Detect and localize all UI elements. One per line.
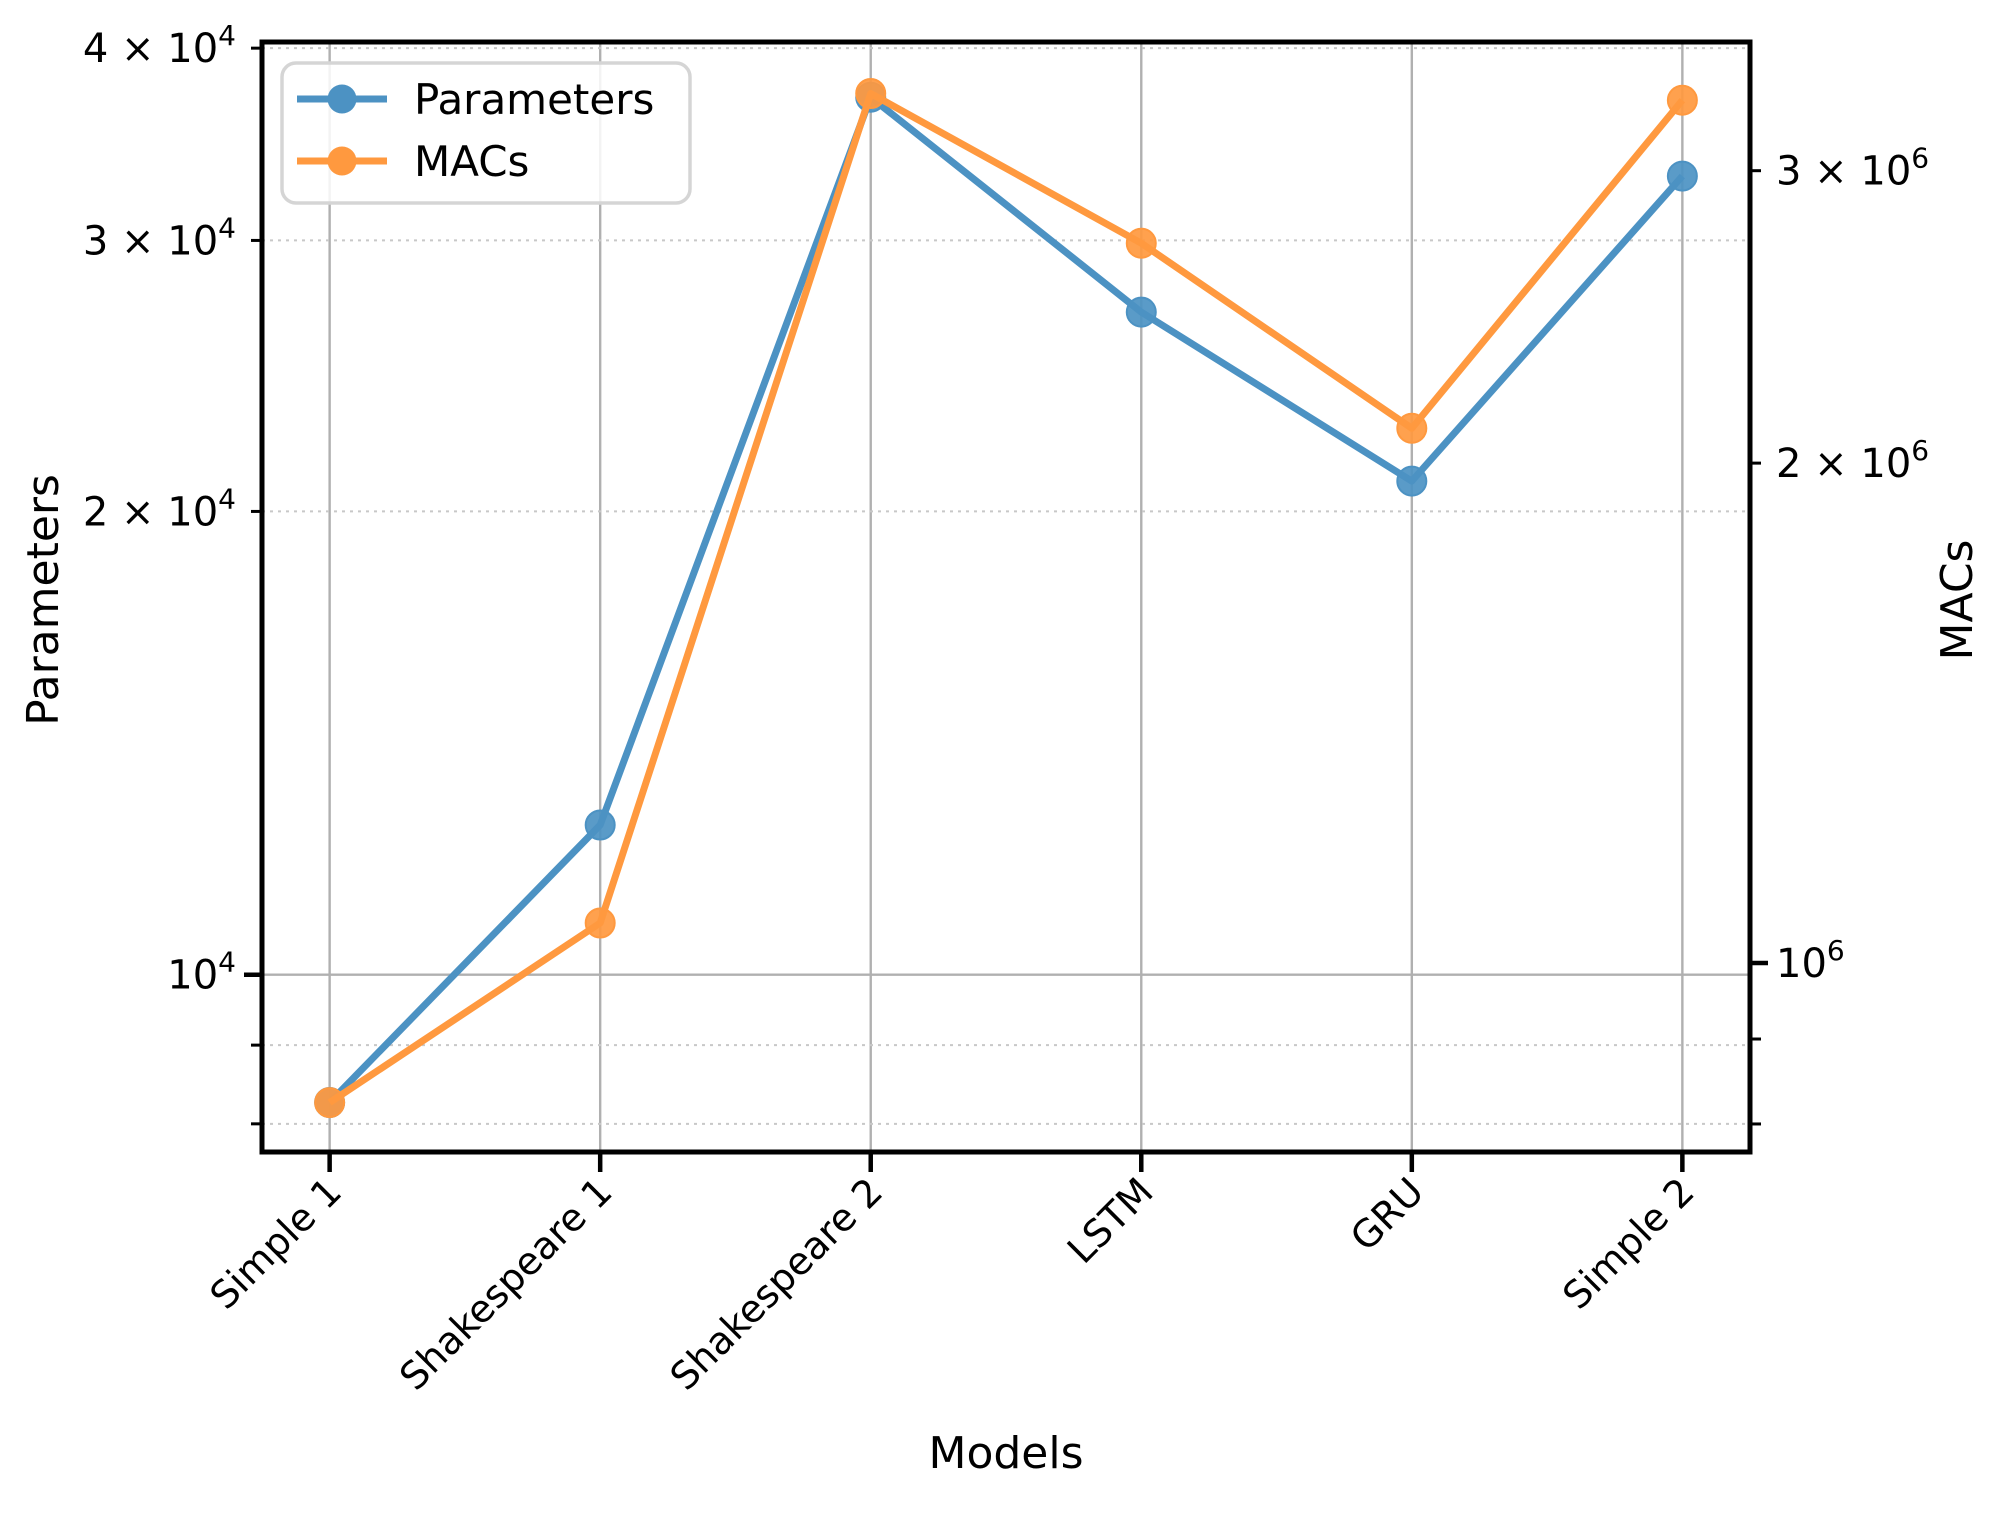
data-point-macs-3 <box>1125 227 1157 259</box>
data-point-parameters-5 <box>1666 160 1698 192</box>
series-line-parameters <box>327 93 1685 1105</box>
y-tick-label-left-40000: 4 × 104 <box>83 19 236 72</box>
x-tick-label-shakespeare-1: Shakespeare 1 <box>391 1169 620 1398</box>
x-tick-label-lstm: LSTM <box>1059 1169 1162 1272</box>
legend-marker-macs-icon <box>327 146 357 176</box>
y-tick-label-right-3000000: 3 × 106 <box>1776 142 1929 195</box>
x-tick-label-gru: GRU <box>1342 1169 1432 1259</box>
y-tick-label-left-20000: 2 × 104 <box>83 482 236 535</box>
series-layer <box>314 78 1698 1119</box>
x-tick-label-shakespeare-2: Shakespeare 2 <box>662 1169 891 1398</box>
y-axis-label-left: Parameters <box>18 474 69 726</box>
data-point-macs-2 <box>855 78 887 109</box>
data-point-parameters-4 <box>1396 465 1428 497</box>
legend: Parameters MACs <box>280 61 692 205</box>
grid-layer <box>262 42 1750 1152</box>
data-point-macs-1 <box>584 907 616 939</box>
legend-marker-parameters-icon <box>327 84 357 114</box>
x-tick-label-simple-2: Simple 2 <box>1554 1169 1703 1318</box>
data-point-macs-0 <box>314 1087 346 1119</box>
y-tick-label-right-2000000: 2 × 106 <box>1776 434 1929 487</box>
legend-label-macs: MACs <box>414 137 529 186</box>
x-axis-label: Models <box>928 1428 1083 1479</box>
axes-layer: 104 2 × 104 3 × 104 4 × 104 106 2 × 106 3 × 10… <box>83 19 1929 1399</box>
y-tick-label-left-10000: 104 <box>167 946 236 999</box>
y-axis-label-right: MACs <box>1932 540 1983 661</box>
data-point-parameters-1 <box>584 809 616 841</box>
axis-titles: Parameters MACs Models <box>18 474 1983 1479</box>
data-point-macs-4 <box>1396 412 1428 444</box>
data-point-parameters-3 <box>1125 296 1157 328</box>
y-tick-label-left-30000: 3 × 104 <box>83 211 236 264</box>
plot-border <box>259 39 1753 1155</box>
y-tick-label-right-1000000: 106 <box>1776 934 1845 987</box>
legend-label-parameters: Parameters <box>414 75 654 124</box>
data-point-macs-5 <box>1666 84 1698 116</box>
series-line-macs <box>327 90 1686 1106</box>
x-tick-label-simple-1: Simple 1 <box>201 1169 350 1318</box>
